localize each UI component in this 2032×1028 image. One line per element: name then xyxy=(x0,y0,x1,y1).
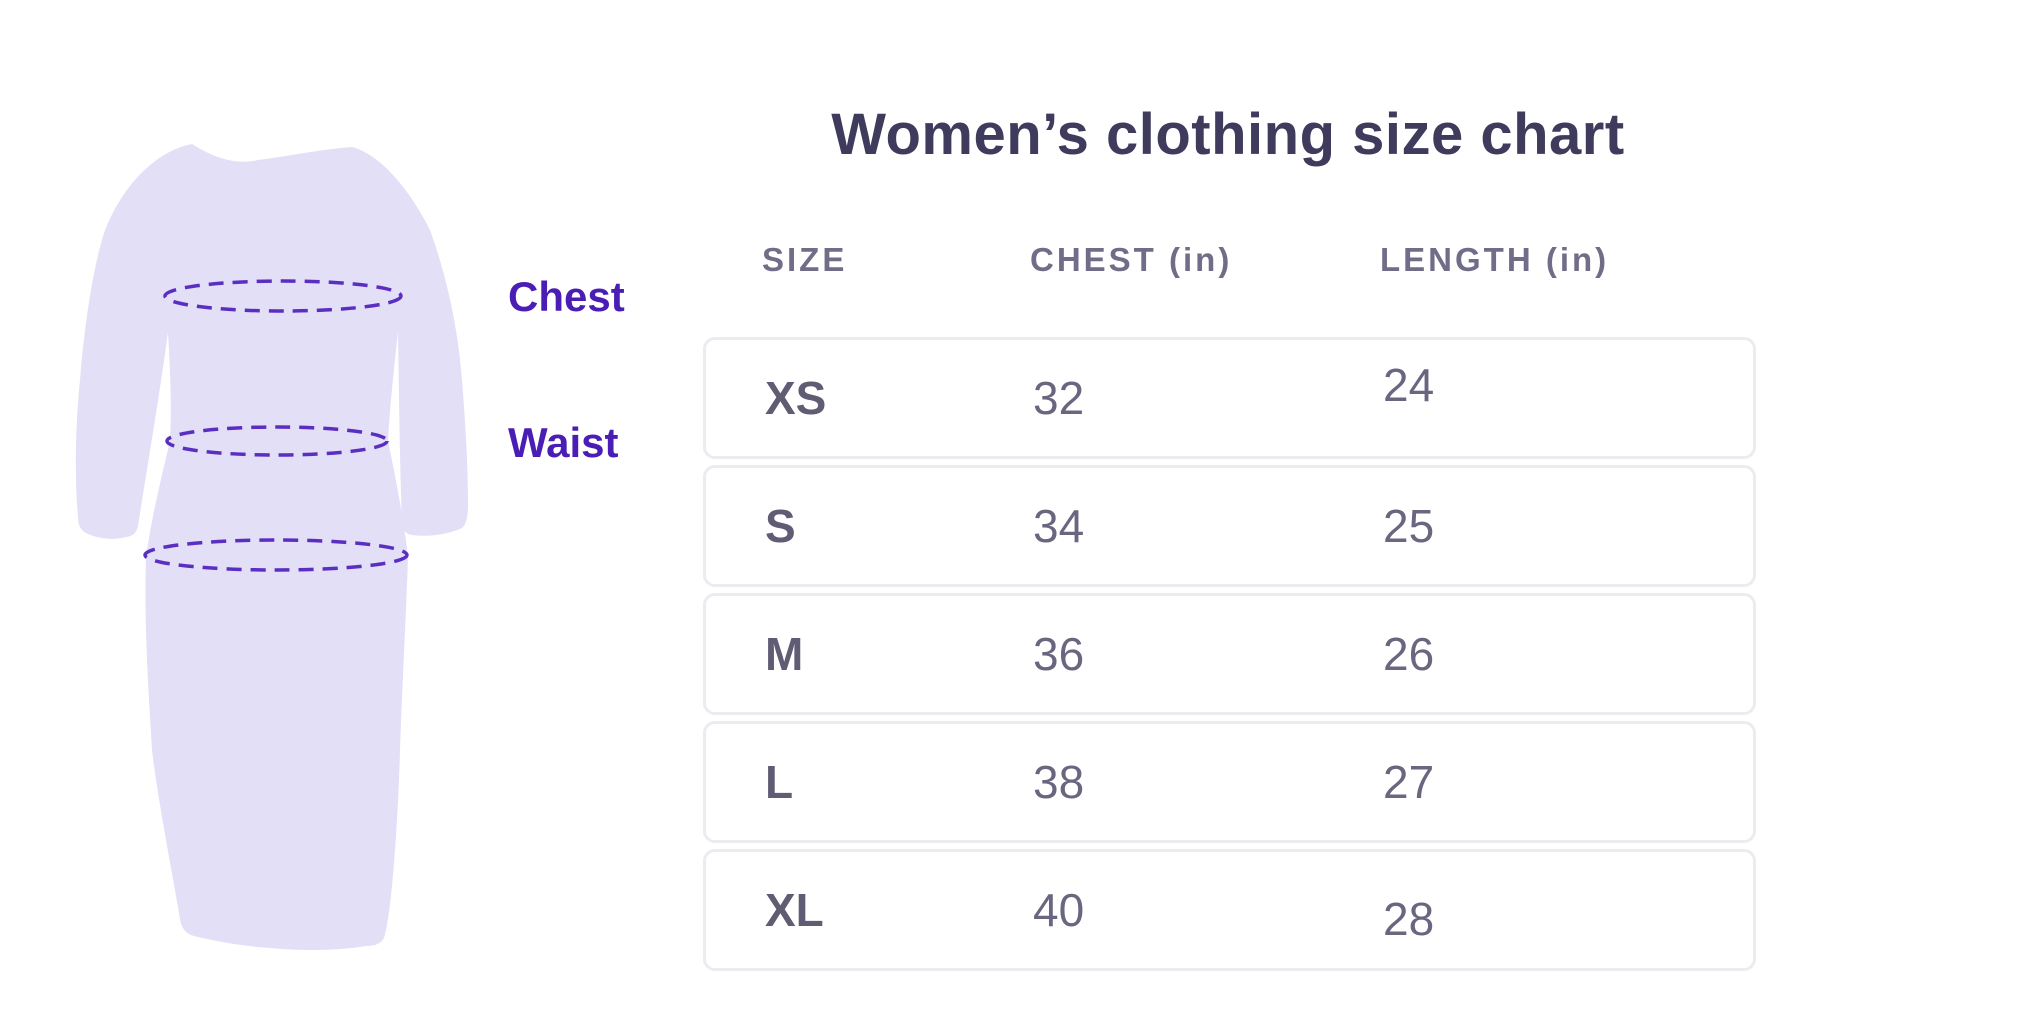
chest-label: Chest xyxy=(508,273,625,320)
length-cell: 26 xyxy=(1383,628,1435,680)
size-cell: S xyxy=(765,500,796,552)
waist-measurement-ellipse xyxy=(165,425,389,457)
waist-label: Waist xyxy=(508,419,619,466)
column-header-length: LENGTH (in) xyxy=(1380,241,1610,278)
hip-measurement-ellipse xyxy=(143,538,409,572)
dress-illustration xyxy=(75,144,469,951)
column-header-chest: CHEST (in) xyxy=(1030,241,1233,278)
table-row-xl: XL 40 28 xyxy=(703,849,1756,971)
length-cell: 24 xyxy=(1383,359,1435,411)
chest-measurement-ellipse xyxy=(163,279,403,313)
chest-cell: 38 xyxy=(1033,756,1085,808)
table-row-l: L 38 27 xyxy=(703,721,1756,843)
table-row-m: M 36 26 xyxy=(703,593,1756,715)
chest-cell: 34 xyxy=(1033,500,1085,552)
chest-cell: 40 xyxy=(1033,884,1085,936)
chest-cell: 32 xyxy=(1033,372,1085,424)
size-cell: XL xyxy=(765,884,824,936)
table-header-row: SIZE CHEST (in) LENGTH (in) xyxy=(703,240,1756,280)
chest-cell: 36 xyxy=(1033,628,1085,680)
table-row-s: S 34 25 xyxy=(703,465,1756,587)
column-header-size: SIZE xyxy=(762,241,848,278)
size-cell: M xyxy=(765,628,804,680)
size-cell: XS xyxy=(765,372,827,424)
table-row-xs: XS 32 24 xyxy=(703,337,1756,459)
size-cell: L xyxy=(765,756,794,808)
length-cell: 27 xyxy=(1383,756,1435,808)
dress-silhouette xyxy=(75,144,469,951)
length-cell: 25 xyxy=(1383,500,1435,552)
size-table: XS 32 24 S 34 25 M 36 26 L 38 27 XL 40 2… xyxy=(703,337,1756,977)
length-cell: 28 xyxy=(1383,893,1435,945)
page-title: Women’s clothing size chart xyxy=(831,102,1625,167)
